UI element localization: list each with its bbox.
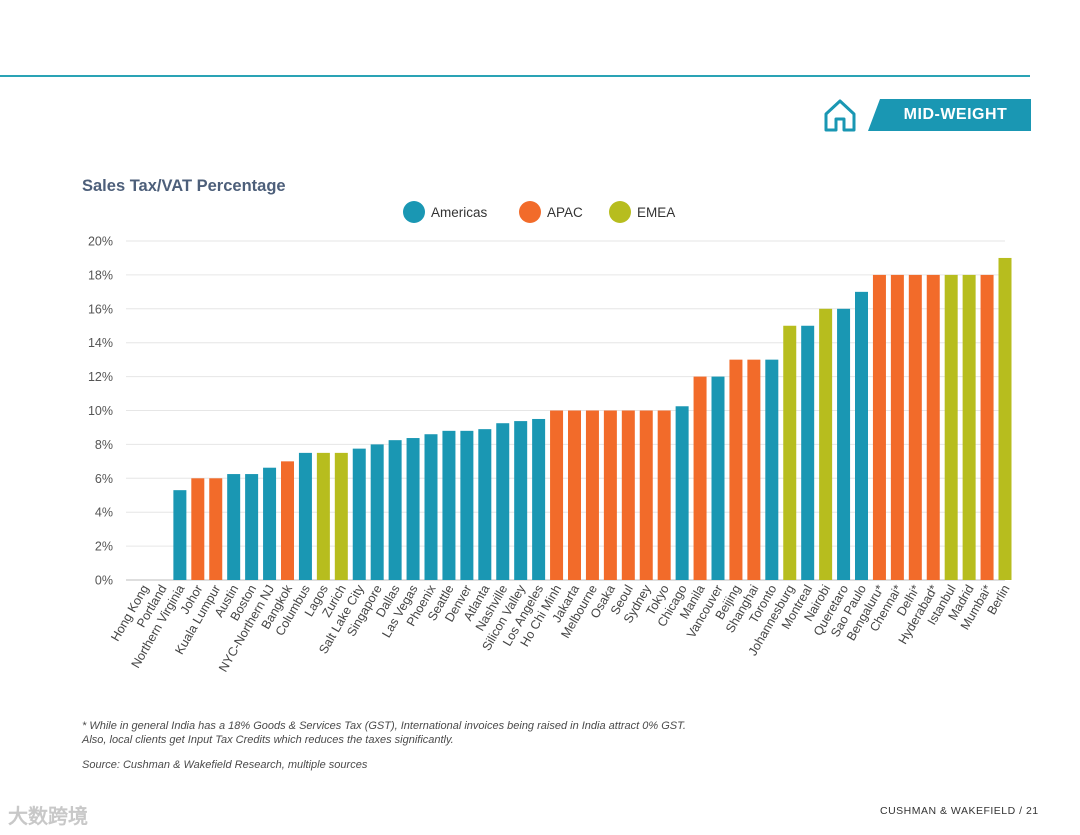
source-note: Source: Cushman & Wakefield Research, mu…	[82, 759, 368, 771]
bar-queretaro	[837, 308, 851, 580]
bar-johannesburg	[783, 325, 797, 580]
y-tick-label: 0%	[95, 574, 113, 588]
y-tick-label: 16%	[88, 302, 113, 316]
bar-vancouver	[711, 376, 725, 580]
bar-ho-chi-minh	[550, 410, 564, 580]
chart-title: Sales Tax/VAT Percentage	[82, 177, 286, 195]
footnote: * While in general India has a 18% Goods…	[82, 719, 686, 747]
bar-chicago	[675, 406, 689, 580]
bar-lagos	[316, 452, 330, 580]
bar-columbus	[298, 452, 312, 580]
bar-istanbul	[944, 274, 958, 580]
bar-manila	[693, 376, 707, 580]
mid-weight-badge: MID-WEIGHT	[868, 99, 1031, 131]
bar-kuala-lumpur	[209, 478, 223, 580]
bar-montreal	[801, 325, 815, 580]
bar-hyderabad	[926, 274, 940, 580]
bar-mumbai	[980, 274, 994, 580]
bar-bangkok	[281, 461, 294, 580]
bar-nashville	[496, 423, 510, 580]
bar-nyc-northern-nj	[263, 467, 277, 580]
bar-nairobi	[819, 308, 833, 580]
home-icon	[824, 99, 856, 132]
bar-johor	[191, 478, 205, 580]
footnote-line-1: * While in general India has a 18% Goods…	[82, 720, 686, 732]
bar-tokyo	[657, 410, 671, 580]
bar-boston	[245, 474, 259, 580]
bar-chennai	[890, 274, 904, 580]
legend-swatch	[519, 201, 541, 223]
y-tick-label: 2%	[95, 540, 113, 554]
bar-delhi	[908, 274, 922, 580]
y-tick-label: 12%	[88, 370, 113, 384]
bar-chart: Americas APAC EMEA 0% 2% 4% 6% 8% 10% 12% 14% 16% 18…	[88, 201, 1013, 674]
y-tick-label: 18%	[88, 268, 113, 282]
bar-northern-virginia	[173, 490, 187, 580]
y-tick-label: 8%	[95, 438, 113, 452]
bar-sao-paulo	[855, 291, 868, 580]
legend-swatch	[609, 201, 631, 223]
bar-osaka	[603, 410, 617, 580]
bar-bengaluru	[872, 274, 886, 580]
header-rule	[0, 75, 1030, 77]
bar-salt-lake-city	[352, 448, 366, 580]
bar-madrid	[962, 274, 976, 580]
watermark-logo: 大数跨境	[8, 806, 88, 828]
y-tick-label: 4%	[95, 506, 113, 520]
y-tick-label: 10%	[88, 404, 113, 418]
bar-denver	[460, 430, 474, 580]
bar-dallas	[388, 440, 402, 580]
bar-berlin	[998, 257, 1012, 580]
legend-label: EMEA	[637, 205, 675, 220]
bar-sydney	[639, 410, 653, 580]
bar-phoenix	[424, 434, 438, 580]
y-tick-label: 6%	[95, 472, 113, 486]
legend-swatch	[403, 201, 425, 223]
page-footer: CUSHMAN & WAKEFIELD / 21	[880, 805, 1039, 817]
bar-zurich	[334, 452, 348, 580]
bar-shanghai	[747, 359, 761, 580]
footnote-line-2: Also, local clients get Input Tax Credit…	[82, 734, 454, 746]
bar-toronto	[765, 359, 779, 580]
legend-label: APAC	[547, 205, 583, 220]
bar-seattle	[442, 430, 456, 580]
bar-jakarta	[568, 410, 581, 580]
bar-seoul	[621, 410, 635, 580]
bar-austin	[227, 474, 241, 580]
y-tick-label: 20%	[88, 235, 113, 249]
bar-los-angeles	[532, 418, 546, 580]
bar-singapore	[370, 444, 384, 580]
bar-atlanta	[478, 429, 492, 580]
legend-label: Americas	[431, 205, 488, 220]
y-tick-label: 14%	[88, 336, 113, 350]
bar-melbourne	[585, 410, 599, 580]
bar-las-vegas	[406, 438, 420, 580]
bar-silicon-valley	[514, 421, 528, 580]
bar-beijing	[729, 359, 743, 580]
